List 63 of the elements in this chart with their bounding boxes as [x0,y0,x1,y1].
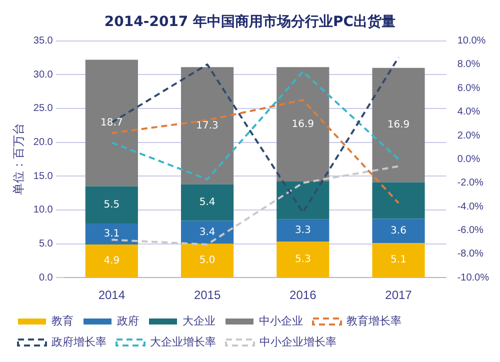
legend-label: 中小企业 [259,314,303,328]
data-label: 3.3 [294,225,311,236]
data-label: 16.9 [387,120,410,131]
x-tick-label: 2014 [98,288,126,302]
bar [276,182,330,220]
legend-label: 教育增长率 [346,314,402,328]
data-label: 5.3 [294,254,311,266]
y2-tick-label: -2.0% [457,178,484,189]
x-tick-label: 2015 [194,288,221,302]
legend-label: 中小企业增长率 [260,336,336,349]
data-label: 3.4 [199,226,216,238]
y2-tick-label: -10.0% [457,272,490,284]
legend-label: 政府增长率 [52,336,106,349]
bar [372,218,425,244]
y2-tick-label: -6.0% [457,224,484,236]
bar [276,219,330,242]
y-tick-label: 25.0 [33,103,54,114]
bar [180,220,234,244]
bar [180,184,234,221]
bar [372,243,425,278]
legend-label: 政府 [117,314,139,328]
y-axis-title: 单位：百万台 [12,123,26,196]
data-label: 17.3 [196,120,218,132]
bar [372,68,425,182]
legend-label: 教育 [52,314,74,328]
bar [85,244,138,278]
y2-tick-label: 4.0% [457,106,480,118]
y2-tick-label: 2.0% [457,130,480,142]
y-tick-label: 10.0 [33,204,54,216]
y2-tick-label: -8.0% [457,248,484,260]
y-tick-label: 5.0 [38,238,54,250]
data-label: 4.9 [104,255,120,266]
data-label: 5.5 [104,199,120,210]
y-tick-label: 35.0 [33,36,54,47]
data-label: 5.4 [199,197,216,208]
data-label: 5.0 [199,255,216,266]
data-label: 3.6 [390,226,406,237]
y2-tick-label: 0.0% [457,154,480,165]
y2-tick-label: 10.0% [457,36,486,47]
data-label: 3.1 [104,228,120,240]
legend-label: 大企业 [182,314,216,328]
y-tick-label: 20.0 [33,137,54,148]
bar [85,60,138,186]
y2-tick-label: 6.0% [457,82,480,94]
y-tick-label: 15.0 [33,170,54,182]
bar [276,242,330,278]
data-label: 18.7 [100,118,123,129]
x-tick-label: 2017 [385,288,412,302]
bar [372,182,425,219]
y-tick-label: 0.0 [38,272,54,284]
x-tick-label: 2016 [290,288,317,302]
y2-tick-label: -4.0% [457,201,484,212]
chart-title: 2014-2017 年中国商用市场分行业PC出货量 [104,13,396,30]
data-label: 5.1 [390,254,406,266]
bar [180,67,234,184]
y-tick-label: 30.0 [33,69,54,80]
bar [85,186,138,224]
bar [276,67,330,182]
bar [85,223,138,244]
bar [180,244,234,278]
data-label: 16.9 [292,118,314,130]
y2-tick-label: 8.0% [457,59,480,70]
legend-label: 大企业增长率 [150,336,216,349]
